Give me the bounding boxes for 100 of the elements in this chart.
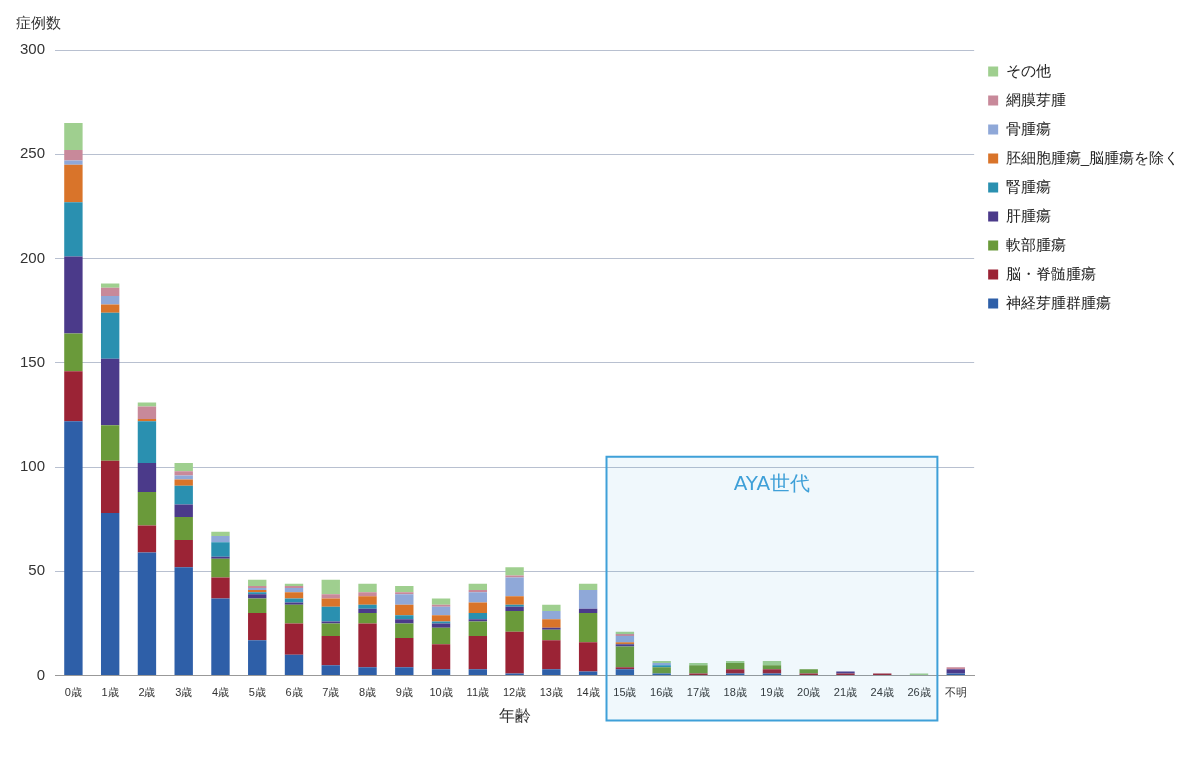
bar (578, 642, 598, 672)
bar (431, 644, 451, 670)
bar (284, 588, 304, 593)
bar (468, 613, 488, 620)
band-label: AYA世代 (733, 470, 811, 495)
bar (542, 669, 561, 676)
bar (284, 604, 304, 624)
bar (248, 598, 267, 614)
bar (395, 604, 414, 616)
legend-label: 網膜芽腫 (1004, 90, 1066, 108)
bar (578, 613, 598, 643)
y-tick-label: 50 (28, 561, 46, 579)
bar (358, 667, 377, 676)
x-tick-label: 不明 (944, 686, 967, 699)
bar (725, 663, 745, 670)
x-tick-label: 18歳 (723, 686, 747, 699)
bar (100, 304, 120, 313)
bar (395, 594, 414, 605)
bar (211, 556, 230, 559)
bar (725, 669, 745, 674)
bar (615, 667, 635, 670)
bar (505, 575, 524, 578)
legend-label: 骨腫瘍 (1005, 119, 1051, 137)
bar (578, 590, 598, 609)
bar (468, 583, 488, 591)
x-tick-label: 9歳 (395, 686, 413, 699)
bar (542, 627, 561, 630)
y-tick-label: 0 (36, 665, 46, 683)
x-tick-label: 6歳 (285, 686, 303, 699)
bar (211, 577, 230, 599)
bar (431, 627, 451, 645)
bar (174, 475, 193, 480)
bar (652, 667, 671, 674)
bar (578, 583, 598, 591)
bar (64, 160, 83, 165)
bar (321, 621, 340, 624)
bar (505, 577, 524, 597)
bar (468, 592, 488, 603)
bar (505, 604, 524, 607)
bar (100, 512, 120, 676)
bar (321, 594, 340, 599)
legend-label: 肝腫瘍 (1005, 206, 1051, 224)
bar (468, 602, 488, 614)
bar (358, 604, 377, 609)
bar (505, 567, 524, 576)
bar (431, 598, 451, 605)
x-tick-label: 8歳 (358, 686, 377, 699)
y-tick-label: 150 (20, 352, 46, 370)
x-tick-label: 4歳 (211, 686, 230, 699)
bar (211, 542, 230, 557)
bar (64, 202, 83, 257)
bar (395, 623, 414, 639)
bar (542, 629, 561, 641)
bar (100, 460, 120, 513)
bar (137, 402, 157, 407)
bar (321, 665, 340, 676)
x-tick-label: 7歳 (322, 686, 340, 699)
x-tick-label: 5歳 (248, 686, 266, 699)
bar (395, 592, 414, 595)
bar (358, 613, 377, 624)
x-tick-label: 16歳 (650, 686, 674, 699)
bar (137, 421, 157, 463)
bar (174, 540, 193, 568)
bar (64, 164, 83, 203)
bar (395, 667, 414, 676)
x-tick-label: 13歳 (539, 686, 563, 699)
bar (100, 312, 120, 359)
bar (762, 669, 782, 674)
x-tick-label: 21歳 (833, 686, 858, 699)
bar (468, 619, 488, 622)
x-tick-label: 17歳 (686, 686, 711, 699)
bar (358, 583, 377, 593)
bar (321, 635, 340, 666)
bar (762, 661, 782, 666)
bar (64, 122, 83, 151)
bar (248, 579, 267, 586)
bar (468, 635, 488, 670)
bar (468, 590, 488, 593)
bar (137, 419, 157, 422)
bar (284, 623, 304, 655)
legend-label: その他 (1005, 61, 1051, 79)
x-tick-label: 10歳 (429, 686, 453, 699)
x-axis-title: 年齢 (498, 706, 531, 724)
bar (100, 425, 120, 461)
bar (321, 598, 340, 607)
bar (174, 462, 193, 472)
bar (431, 621, 451, 624)
bar (505, 606, 524, 611)
bar (542, 640, 561, 670)
x-tick-label: 26歳 (907, 686, 931, 699)
bar (284, 592, 304, 599)
bar (358, 592, 377, 597)
bar (689, 665, 708, 674)
bar (578, 608, 598, 614)
bar (431, 669, 451, 676)
bar (211, 531, 230, 536)
bar (174, 471, 193, 476)
bar (174, 567, 193, 676)
bar (137, 406, 157, 420)
bar (321, 623, 340, 636)
